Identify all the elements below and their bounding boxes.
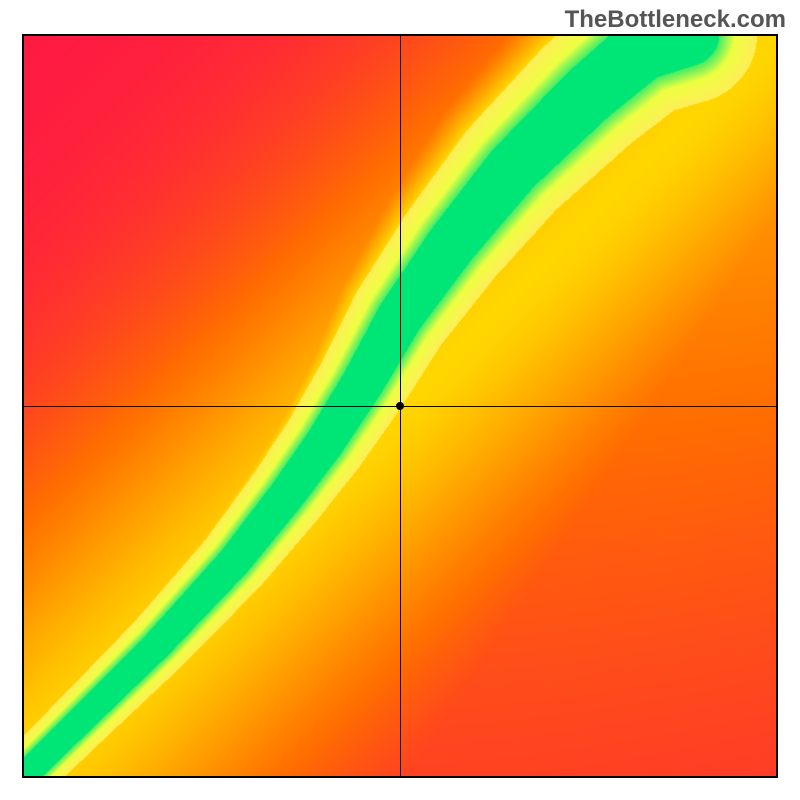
chart-container: TheBottleneck.com	[0, 0, 800, 800]
watermark-text: TheBottleneck.com	[565, 6, 786, 34]
marker-point	[396, 402, 404, 410]
